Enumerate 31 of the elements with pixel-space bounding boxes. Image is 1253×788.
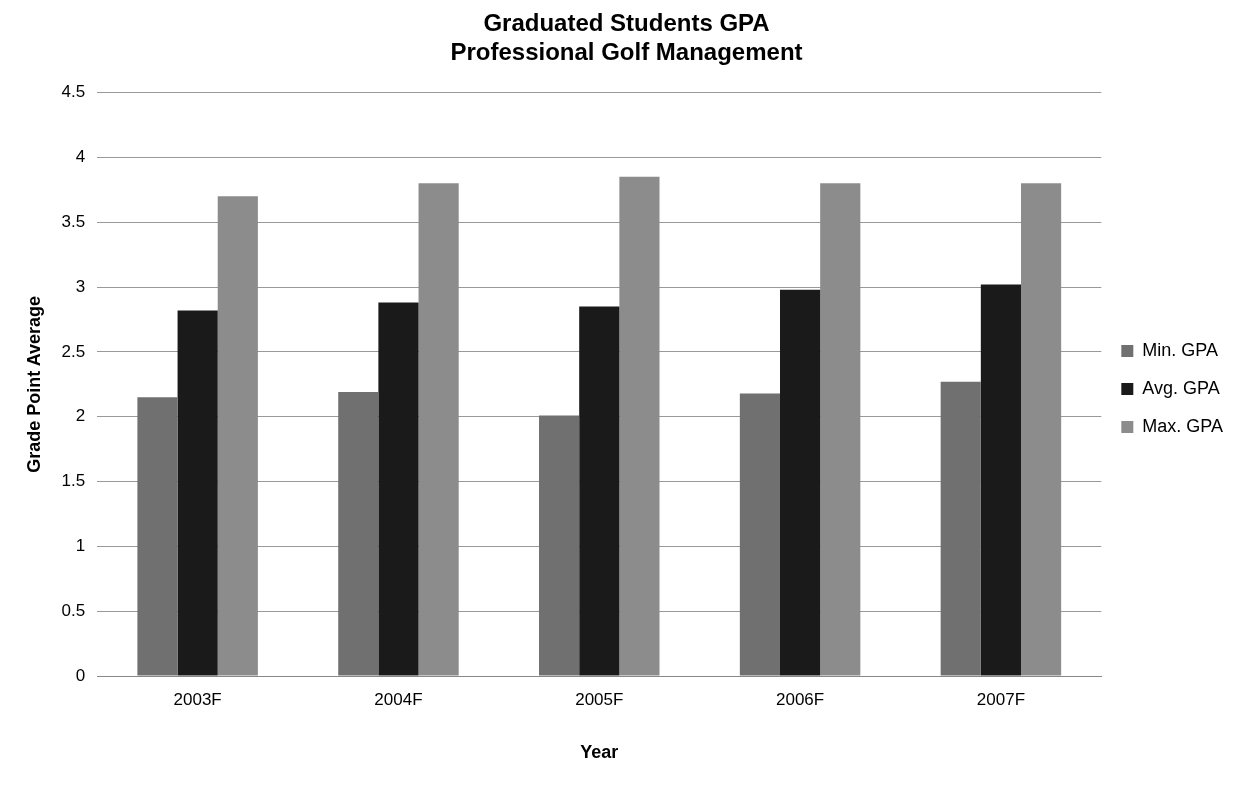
y-tick-label: 3 — [75, 276, 86, 296]
x-tick-label: 2004F — [374, 689, 423, 709]
y-axis-title: Grade Point Average — [23, 295, 44, 473]
y-tick-label: 2.5 — [61, 341, 86, 361]
x-tick-label: 2005F — [575, 689, 624, 709]
legend-label: Min. GPA — [1142, 339, 1218, 360]
x-tick-label: 2003F — [173, 689, 222, 709]
x-axis-title: Year — [580, 742, 619, 763]
bar — [980, 284, 1021, 676]
x-tick-label: 2006F — [775, 689, 825, 709]
chart-title: Graduated Students GPA Professional Golf Management — [450, 9, 803, 65]
bar — [539, 415, 580, 676]
y-tick-label: 0.5 — [61, 600, 86, 620]
y-tick-label: 4 — [75, 147, 86, 167]
legend-label: Max. GPA — [1142, 415, 1223, 436]
y-tick-label: 3.5 — [61, 211, 86, 231]
y-tick-label: 4.5 — [61, 82, 86, 102]
y-tick-label: 1 — [75, 536, 86, 556]
bar — [579, 306, 620, 676]
bar — [137, 397, 178, 676]
y-tick-label: 0 — [75, 665, 86, 685]
bar — [338, 392, 379, 676]
bar — [780, 289, 821, 676]
y-tick-label: 1.5 — [61, 471, 86, 491]
bar — [177, 310, 218, 676]
y-tick-label: 2 — [75, 406, 86, 426]
x-tick-label: 2007F — [976, 689, 1026, 709]
bar — [739, 393, 781, 676]
bar — [940, 381, 981, 676]
legend-label: Avg. GPA — [1142, 377, 1220, 398]
bar — [378, 302, 419, 676]
